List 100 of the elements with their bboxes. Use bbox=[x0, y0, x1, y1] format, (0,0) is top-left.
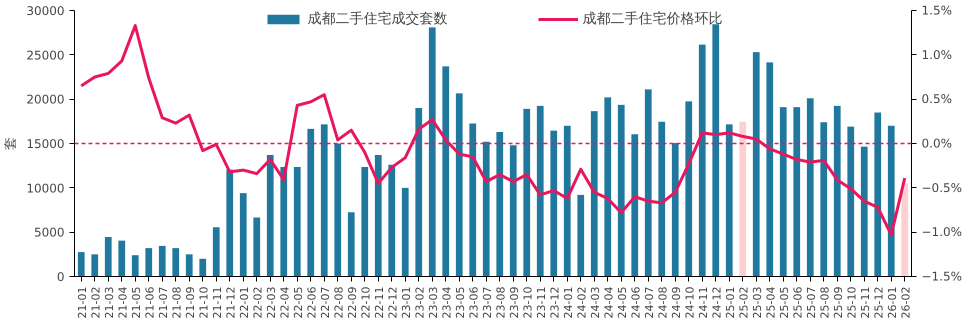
x-tick-label: 21-03 bbox=[102, 286, 116, 318]
bar bbox=[698, 44, 706, 276]
x-tick-label: 23-02 bbox=[413, 286, 426, 318]
bar bbox=[847, 126, 854, 276]
bar bbox=[820, 122, 828, 276]
bar bbox=[644, 89, 652, 276]
x-tick-label: 24-10 bbox=[683, 286, 696, 318]
bar bbox=[536, 106, 544, 276]
bar bbox=[469, 124, 476, 276]
bar bbox=[145, 248, 152, 276]
x-tick-label: 24-01 bbox=[562, 286, 575, 318]
y-tick-label: 30000 bbox=[26, 4, 65, 18]
x-tick-label: 21-07 bbox=[156, 286, 170, 318]
bar bbox=[604, 97, 612, 276]
bar bbox=[726, 124, 733, 276]
x-tick-label: 25-06 bbox=[791, 286, 804, 318]
bar bbox=[118, 240, 126, 276]
y2-tick-label: −1.0% bbox=[922, 225, 962, 240]
bar bbox=[550, 130, 558, 276]
y-tick-label: 20000 bbox=[26, 92, 65, 107]
x-tick-label: 23-01 bbox=[400, 286, 413, 318]
bar bbox=[199, 258, 206, 276]
bar bbox=[510, 145, 517, 276]
bar bbox=[402, 188, 409, 276]
x-tick-label: 25-03 bbox=[750, 286, 764, 318]
x-tick-label: 22-07 bbox=[318, 286, 332, 318]
y-tick-label: 10000 bbox=[26, 181, 65, 196]
bar bbox=[456, 93, 463, 276]
bar bbox=[482, 142, 490, 276]
x-tick-label: 21-10 bbox=[197, 286, 210, 318]
bar bbox=[618, 104, 625, 276]
x-tick-label: 25-07 bbox=[804, 286, 818, 318]
x-tick-label: 21-11 bbox=[210, 286, 224, 318]
x-tick-label: 24-06 bbox=[629, 286, 642, 318]
x-tick-label: 22-05 bbox=[292, 286, 305, 318]
x-tick-label: 21-02 bbox=[89, 286, 102, 318]
bar bbox=[793, 107, 800, 276]
x-tick-label: 24-04 bbox=[602, 286, 616, 318]
bar bbox=[806, 98, 814, 276]
x-tick-label: 22-02 bbox=[251, 286, 264, 318]
bar bbox=[78, 252, 85, 276]
x-tick-label: 21-04 bbox=[116, 286, 130, 318]
bar bbox=[577, 194, 584, 276]
x-tick-label: 24-11 bbox=[696, 286, 710, 318]
x-tick-label: 24-07 bbox=[642, 286, 656, 318]
bar bbox=[442, 66, 450, 276]
bar bbox=[766, 62, 774, 276]
x-tick-label: 22-09 bbox=[346, 286, 359, 318]
bar bbox=[307, 128, 314, 276]
x-tick-label: 23-07 bbox=[480, 286, 494, 318]
bar bbox=[132, 255, 139, 276]
y-axis-title: 套 bbox=[3, 137, 18, 150]
x-tick-label: 22-04 bbox=[278, 286, 292, 318]
x-tick-label: 23-08 bbox=[494, 286, 508, 318]
x-tick-label: 22-03 bbox=[264, 286, 278, 318]
bar bbox=[523, 108, 530, 276]
bar bbox=[226, 170, 234, 276]
x-tick-label: 24-02 bbox=[575, 286, 588, 318]
x-tick-label: 21-08 bbox=[170, 286, 184, 318]
y2-tick-label: −0.5% bbox=[922, 180, 962, 195]
x-tick-label: 23-10 bbox=[521, 286, 534, 318]
x-tick-label: 25-05 bbox=[778, 286, 791, 318]
bar bbox=[631, 134, 638, 276]
x-tick-label: 24-08 bbox=[656, 286, 670, 318]
bar bbox=[712, 24, 720, 276]
bar bbox=[253, 218, 260, 276]
bar bbox=[104, 237, 112, 276]
x-tick-label: 22-12 bbox=[386, 286, 400, 318]
y2-tick-label: 0.5% bbox=[922, 92, 952, 106]
bar bbox=[834, 106, 841, 276]
x-tick-label: 26-01 bbox=[886, 286, 899, 318]
x-tick-label: 25-04 bbox=[764, 286, 778, 318]
x-tick-label: 22-10 bbox=[359, 286, 372, 318]
x-tick-label: 25-11 bbox=[858, 286, 872, 318]
bar bbox=[739, 122, 746, 276]
x-tick-label: 23-05 bbox=[454, 286, 467, 318]
bar bbox=[590, 111, 598, 276]
y2-tick-label: −1.5% bbox=[922, 270, 962, 284]
x-tick-label: 23-09 bbox=[508, 286, 521, 318]
bar bbox=[320, 124, 328, 276]
x-tick-label: 22-01 bbox=[238, 286, 251, 318]
x-tick-label: 24-03 bbox=[588, 286, 602, 318]
bar bbox=[186, 254, 193, 276]
x-tick-label: 21-01 bbox=[76, 286, 89, 318]
bar bbox=[564, 126, 571, 276]
x-tick-label: 22-11 bbox=[372, 286, 386, 318]
x-tick-label: 23-06 bbox=[467, 286, 480, 318]
x-tick-label: 26-02 bbox=[899, 286, 912, 318]
legend-label: 成都二手住宅价格环比 bbox=[582, 10, 722, 28]
bar bbox=[334, 144, 342, 276]
bar bbox=[91, 254, 98, 276]
bar bbox=[874, 112, 882, 276]
bar bbox=[780, 107, 787, 276]
bar bbox=[428, 27, 436, 276]
bar bbox=[240, 193, 247, 276]
x-tick-label: 25-12 bbox=[872, 286, 886, 318]
bar bbox=[361, 166, 368, 276]
y2-tick-label: 0.0% bbox=[922, 136, 952, 150]
y-tick-label: 15000 bbox=[26, 137, 65, 151]
x-tick-label: 22-08 bbox=[332, 286, 346, 318]
